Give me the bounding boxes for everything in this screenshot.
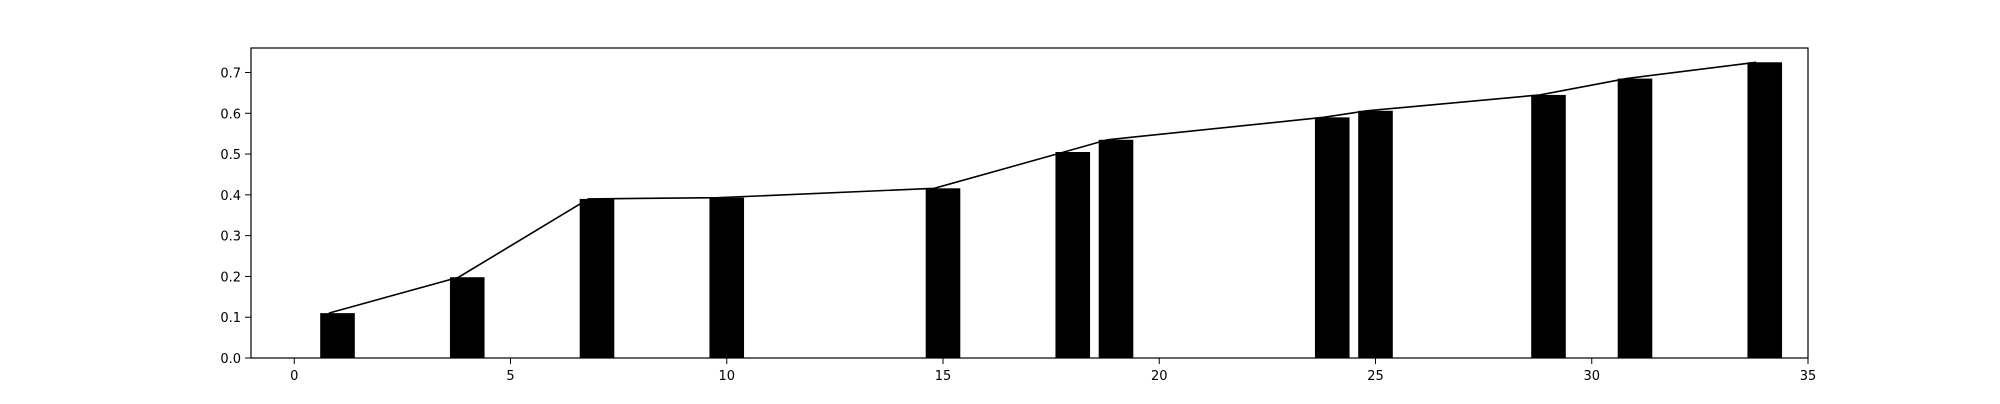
x-tick-label: 0 xyxy=(290,369,298,384)
bar-0 xyxy=(320,313,355,358)
y-axis-ticks: 0.0 0.1 0.2 0.3 0.4 0.5 0.6 0.7 xyxy=(220,66,251,367)
y-tick-label: 0.2 xyxy=(220,270,241,285)
bar-6 xyxy=(1098,139,1134,358)
series-line xyxy=(328,61,1757,314)
plot-frame xyxy=(250,47,1809,359)
y-tick-label: 0.3 xyxy=(220,230,241,245)
x-axis-ticks: 0 5 10 15 20 25 30 35 xyxy=(290,358,1816,384)
x-tick-label: 25 xyxy=(1367,369,1384,384)
bar-2 xyxy=(579,198,615,358)
x-tick-label: 5 xyxy=(506,369,514,384)
x-tick-label: 10 xyxy=(718,369,735,384)
line-layer xyxy=(328,61,1757,314)
y-tick-label: 0.5 xyxy=(220,148,241,163)
x-tick-label: 35 xyxy=(1800,369,1817,384)
y-tick-label: 0.1 xyxy=(220,311,241,326)
x-tick-label: 30 xyxy=(1583,369,1600,384)
bar-5 xyxy=(1055,152,1091,358)
bar-7 xyxy=(1314,117,1350,358)
bar-11 xyxy=(1747,62,1783,359)
bar-4 xyxy=(925,188,961,358)
y-tick-label: 0.0 xyxy=(220,352,241,367)
y-tick-label: 0.7 xyxy=(220,66,241,81)
y-tick-label: 0.4 xyxy=(220,189,241,204)
y-tick-label: 0.6 xyxy=(220,107,241,122)
x-tick-label: 20 xyxy=(1151,369,1168,384)
bar-3 xyxy=(709,197,745,358)
bar-1 xyxy=(449,277,485,358)
bar-8 xyxy=(1358,110,1393,358)
x-tick-label: 15 xyxy=(935,369,952,384)
bars-layer xyxy=(320,62,1783,359)
bar-10 xyxy=(1617,78,1653,358)
bar-9 xyxy=(1531,94,1566,358)
